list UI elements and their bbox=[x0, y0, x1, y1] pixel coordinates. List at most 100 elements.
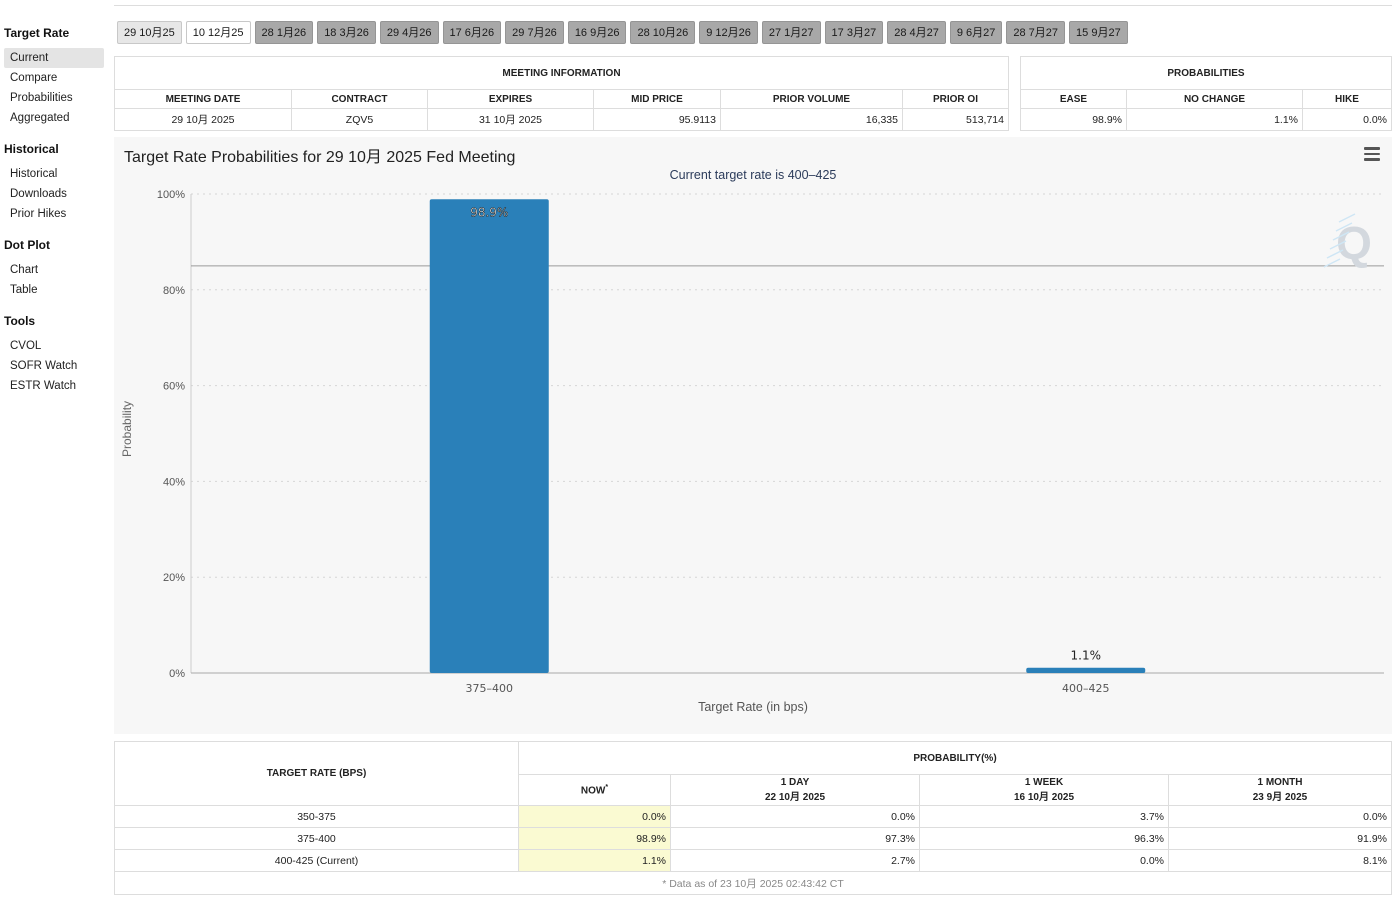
prior-volume-value: 16,335 bbox=[720, 108, 903, 131]
sidebar-item-historical[interactable]: Historical bbox=[10, 168, 58, 180]
x-axis-title: Target Rate (in bps) bbox=[698, 700, 808, 714]
bar-400–425 bbox=[1026, 667, 1146, 673]
target-rate-cell: 400-425 (Current) bbox=[114, 849, 519, 872]
date-tab[interactable]: 27 1月27 bbox=[761, 21, 821, 44]
target-rate-cell: 375-400 bbox=[114, 827, 519, 850]
date-tab[interactable]: 29 10月25 bbox=[117, 21, 182, 44]
watermark-stripe bbox=[1326, 249, 1344, 259]
y-tick-label: 0% bbox=[169, 668, 185, 680]
chart-menu-icon[interactable] bbox=[1364, 147, 1380, 161]
y-tick-label: 60% bbox=[163, 381, 185, 393]
probability-cell: 97.3% bbox=[670, 827, 920, 850]
table-row: 400-425 (Current) 1.1% 2.7% 0.0% 8.1% bbox=[114, 849, 1392, 872]
meeting-date-value: 29 10月 2025 bbox=[114, 108, 292, 131]
date-tab[interactable]: 17 3月27 bbox=[824, 21, 884, 44]
sidebar-section-dot-plot: Dot Plot Chart Table bbox=[4, 236, 104, 300]
y-tick-label: 40% bbox=[163, 476, 185, 488]
bar-375–400 bbox=[429, 199, 549, 674]
col-1-month: 1 MONTH 23 9月 2025 bbox=[1168, 774, 1392, 806]
x-tick-label: 400–425 bbox=[1062, 682, 1110, 695]
probability-cell: 3.7% bbox=[919, 805, 1169, 828]
col-1-week-label: 1 WEEK bbox=[1024, 777, 1064, 788]
watermark-stripe bbox=[1338, 213, 1356, 223]
col-1-day: 1 DAY 22 10月 2025 bbox=[670, 774, 920, 806]
date-tab[interactable]: 16 9月26 bbox=[567, 21, 627, 44]
date-tab[interactable]: 29 4月26 bbox=[379, 21, 439, 44]
probability-group-header: PROBABILITY(%) bbox=[518, 741, 1392, 775]
sidebar-item-prior-hikes[interactable]: Prior Hikes bbox=[10, 208, 67, 220]
col-1-month-label: 1 MONTH bbox=[1257, 777, 1303, 788]
meeting-info-table: MEETING INFORMATION MEETING DATE CONTRAC… bbox=[114, 56, 1009, 131]
col-ease: EASE bbox=[1020, 89, 1127, 109]
col-no-change: NO CHANGE bbox=[1126, 89, 1303, 109]
probability-cell: 91.9% bbox=[1168, 827, 1392, 850]
col-1-day-label: 1 DAY bbox=[780, 777, 810, 788]
y-tick-label: 80% bbox=[163, 285, 185, 297]
sidebar-item-table[interactable]: Table bbox=[10, 284, 38, 296]
watermark-stripe bbox=[1323, 258, 1341, 268]
sidebar-item-compare[interactable]: Compare bbox=[10, 72, 58, 84]
no-change-value: 1.1% bbox=[1126, 108, 1303, 131]
watermark-stripe bbox=[1332, 231, 1350, 241]
sidebar-item-downloads[interactable]: Downloads bbox=[10, 188, 67, 200]
probability-cell: 2.7% bbox=[670, 849, 920, 872]
date-tab[interactable]: 9 6月27 bbox=[949, 21, 1003, 44]
col-now: NOW* bbox=[518, 774, 671, 806]
sidebar-nav: Target Rate Current Compare Probabilitie… bbox=[4, 24, 104, 396]
col-mid-price: MID PRICE bbox=[593, 89, 721, 109]
meeting-date-tabs: 29 10月25 10 12月25 28 1月26 18 3月26 29 4月26 17 … bbox=[117, 21, 1128, 44]
col-meeting-date: MEETING DATE bbox=[114, 89, 292, 109]
sidebar-item-current[interactable]: Current bbox=[4, 48, 104, 68]
sidebar-section-target-rate: Target Rate Current Compare Probabilitie… bbox=[4, 24, 104, 128]
date-tab[interactable]: 28 1月26 bbox=[254, 21, 314, 44]
chart-subtitle: Current target rate is 400–425 bbox=[669, 168, 837, 182]
col-contract: CONTRACT bbox=[291, 89, 428, 109]
table-row: 350-375 0.0% 0.0% 3.7% 0.0% bbox=[114, 805, 1392, 828]
sidebar-item-probabilities[interactable]: Probabilities bbox=[10, 92, 73, 104]
date-tab[interactable]: 28 4月27 bbox=[887, 21, 946, 44]
date-tab[interactable]: 28 7月27 bbox=[1006, 21, 1066, 44]
col-hike: HIKE bbox=[1302, 89, 1392, 109]
probability-cell: 1.1% bbox=[518, 849, 671, 872]
table-row: 375-400 98.9% 97.3% 96.3% 91.9% bbox=[114, 827, 1392, 850]
probability-chart: 0% 20% 40% 60% 80% 100% 98.9% 375–400 1.1% 400–42… bbox=[114, 137, 1392, 734]
sidebar-section-tools: Tools CVOL SOFR Watch ESTR Watch bbox=[4, 312, 104, 396]
date-tab[interactable]: 9 12月26 bbox=[699, 21, 758, 44]
sidebar-heading: Historical bbox=[4, 142, 59, 156]
col-now-marker: * bbox=[605, 783, 609, 791]
probability-cell: 0.0% bbox=[1168, 805, 1392, 828]
sidebar-heading: Tools bbox=[4, 314, 36, 328]
sidebar-item-estr-watch[interactable]: ESTR Watch bbox=[10, 380, 77, 392]
top-divider bbox=[114, 5, 1392, 6]
sidebar-item-sofr-watch[interactable]: SOFR Watch bbox=[10, 360, 78, 372]
probability-history-table: TARGET RATE (BPS) PROBABILITY(%) NOW* 1 … bbox=[114, 741, 1392, 895]
probability-cell: 98.9% bbox=[518, 827, 671, 850]
watermark-stripe bbox=[1329, 240, 1347, 250]
date-tab[interactable]: 18 3月26 bbox=[317, 21, 376, 44]
chart-title: Target Rate Probabilities for 29 10月 202… bbox=[124, 149, 516, 166]
expires-value: 31 10月 2025 bbox=[427, 108, 594, 131]
probability-cell: 0.0% bbox=[670, 805, 920, 828]
col-1-week-date: 16 10月 2025 bbox=[1013, 792, 1075, 803]
meeting-info-title: MEETING INFORMATION bbox=[114, 56, 1009, 90]
target-rate-cell: 350-375 bbox=[114, 805, 519, 828]
col-1-month-date: 23 9月 2025 bbox=[1252, 792, 1308, 803]
prior-oi-value: 513,714 bbox=[902, 108, 1009, 131]
sidebar-item-chart[interactable]: Chart bbox=[10, 264, 39, 276]
y-axis-title: Probability bbox=[120, 400, 134, 457]
bar-value-label: 1.1% bbox=[1071, 649, 1102, 663]
mid-price-value: 95.9113 bbox=[593, 108, 721, 131]
date-tab[interactable]: 10 12月25 bbox=[185, 21, 251, 44]
sidebar-item-aggregated[interactable]: Aggregated bbox=[10, 112, 70, 124]
sidebar-item-cvol[interactable]: CVOL bbox=[10, 340, 42, 352]
y-tick-label: 100% bbox=[157, 189, 185, 201]
hike-value: 0.0% bbox=[1302, 108, 1392, 131]
date-tab[interactable]: 28 10月26 bbox=[630, 21, 696, 44]
date-tab[interactable]: 15 9月27 bbox=[1069, 21, 1128, 44]
date-tab[interactable]: 17 6月26 bbox=[442, 21, 502, 44]
probability-cell: 0.0% bbox=[518, 805, 671, 828]
y-tick-label: 20% bbox=[163, 572, 185, 584]
date-tab[interactable]: 29 7月26 bbox=[505, 21, 564, 44]
col-prior-volume: PRIOR VOLUME bbox=[720, 89, 903, 109]
probabilities-table: PROBABILITIES EASE NO CHANGE HIKE 98.9% … bbox=[1020, 56, 1392, 131]
